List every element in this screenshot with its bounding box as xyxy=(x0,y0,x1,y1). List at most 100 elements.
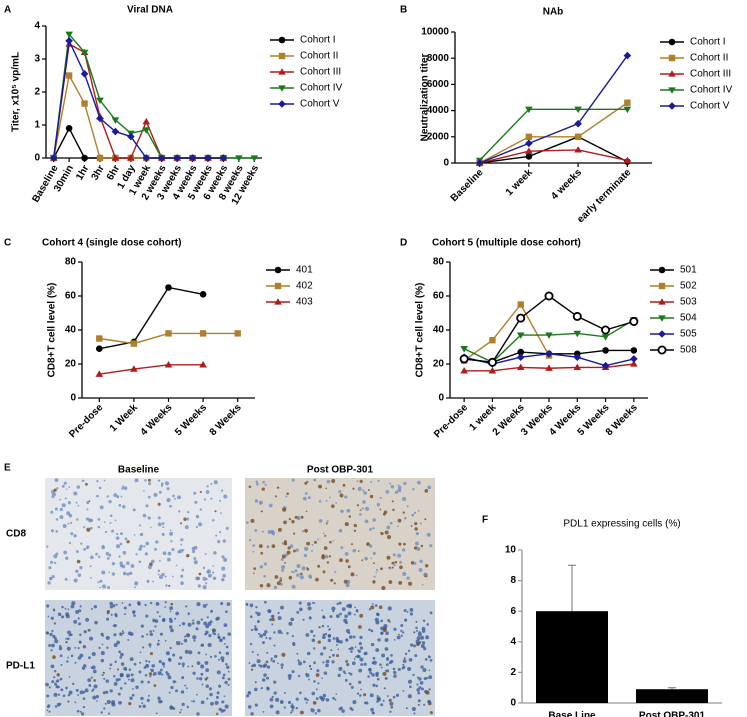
cell xyxy=(367,675,370,678)
marker xyxy=(199,330,207,337)
cell xyxy=(67,522,70,525)
cell xyxy=(419,559,423,564)
cell xyxy=(102,634,104,637)
cell xyxy=(167,675,172,680)
cell xyxy=(120,662,125,666)
cell xyxy=(87,678,92,683)
cell xyxy=(74,701,77,704)
cell xyxy=(290,617,295,622)
cell xyxy=(196,661,201,665)
marker xyxy=(111,154,120,161)
panel-letter: B xyxy=(400,5,407,16)
cell xyxy=(362,500,366,504)
cell xyxy=(79,565,83,570)
cell xyxy=(363,662,367,666)
cell xyxy=(86,527,91,532)
cell xyxy=(207,621,212,626)
cell xyxy=(397,525,399,528)
cell xyxy=(107,586,111,590)
cell xyxy=(327,638,332,643)
cell xyxy=(131,693,135,697)
legend-marker xyxy=(668,70,676,77)
marker xyxy=(65,37,73,45)
cell xyxy=(359,646,364,650)
cell xyxy=(260,551,264,555)
cell xyxy=(82,479,85,482)
cell xyxy=(291,709,294,712)
cell xyxy=(255,480,259,483)
cell xyxy=(262,641,265,644)
cell xyxy=(322,693,327,698)
cell xyxy=(70,522,72,524)
cell xyxy=(105,690,109,694)
cell xyxy=(306,541,310,546)
cell xyxy=(148,478,151,482)
cell xyxy=(325,487,328,490)
cell xyxy=(67,656,69,659)
cell xyxy=(174,497,177,500)
cell xyxy=(288,575,293,580)
cell xyxy=(274,495,277,498)
cell xyxy=(406,610,409,613)
cell xyxy=(376,502,381,507)
cell xyxy=(264,630,268,634)
cell xyxy=(327,625,330,628)
cell xyxy=(341,607,346,612)
y-tick-label: 0 xyxy=(510,698,516,709)
cell xyxy=(65,637,68,640)
cell xyxy=(57,685,60,689)
cell xyxy=(160,484,164,487)
cell xyxy=(165,584,168,587)
cell xyxy=(66,660,69,663)
cell xyxy=(281,568,285,572)
cell xyxy=(168,691,171,694)
x-tick-label: 3hr xyxy=(90,163,107,182)
cell xyxy=(376,613,380,617)
cell xyxy=(199,490,202,494)
cell xyxy=(115,603,118,606)
cell xyxy=(411,707,416,712)
cell xyxy=(57,612,62,617)
marker xyxy=(96,114,104,123)
cell xyxy=(78,609,82,613)
cell xyxy=(418,686,422,690)
cell xyxy=(224,642,226,645)
cell xyxy=(294,569,298,573)
cell xyxy=(162,662,166,666)
cell xyxy=(248,662,251,664)
cell xyxy=(92,695,97,700)
cell xyxy=(302,660,306,664)
cell xyxy=(222,539,226,543)
cell xyxy=(330,578,334,582)
cell xyxy=(296,563,301,569)
cell xyxy=(102,671,105,674)
micrograph xyxy=(45,478,232,590)
cell xyxy=(166,487,170,491)
cell xyxy=(294,515,298,519)
cell xyxy=(145,659,148,663)
cell xyxy=(225,651,230,656)
cell xyxy=(162,526,165,529)
cell xyxy=(61,503,66,508)
cell xyxy=(419,641,422,644)
cell xyxy=(254,499,259,503)
cell xyxy=(293,532,296,535)
marker xyxy=(630,347,638,354)
cell xyxy=(89,576,92,579)
cell xyxy=(111,561,116,566)
cell xyxy=(372,683,376,687)
cell xyxy=(223,695,226,698)
cell xyxy=(130,678,135,683)
cell xyxy=(388,566,391,569)
cell xyxy=(364,651,368,656)
cell xyxy=(114,614,118,618)
cell xyxy=(304,481,308,485)
cell xyxy=(331,504,335,508)
cell xyxy=(139,532,144,537)
cell xyxy=(196,677,199,680)
legend-label: 505 xyxy=(680,329,697,340)
cell xyxy=(280,605,284,610)
cell xyxy=(54,682,57,686)
cell xyxy=(68,541,72,545)
cell xyxy=(155,712,158,715)
